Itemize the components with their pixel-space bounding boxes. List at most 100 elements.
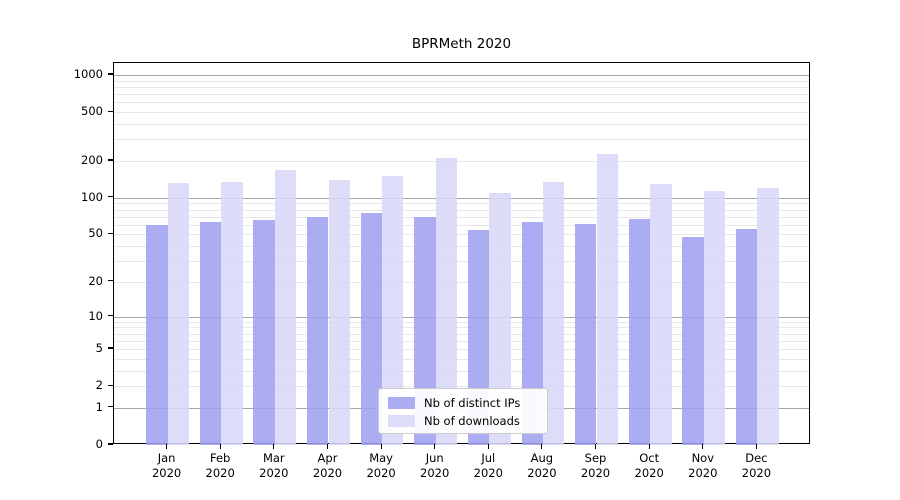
x-tick-month: Feb	[210, 451, 231, 465]
bar-downloads-feb	[221, 182, 243, 445]
x-tick-label: Jul 2020	[448, 451, 528, 481]
gridline-minor	[114, 333, 809, 335]
gridline-major	[114, 316, 809, 318]
gridline-minor	[114, 349, 809, 350]
legend-swatch-downloads	[388, 415, 415, 427]
y-tick-label: 10	[88, 308, 103, 323]
gridline-minor	[114, 161, 809, 162]
gridline-minor	[114, 102, 809, 104]
gridline-minor	[114, 386, 809, 388]
x-tick-year: 2020	[688, 466, 718, 480]
bar-distinct-ips-jun	[414, 216, 436, 445]
gridline-major	[114, 197, 809, 199]
legend-row: Nb of downloads	[388, 412, 538, 430]
x-tick-month: Jun	[425, 451, 444, 465]
gridline-minor	[114, 94, 809, 96]
bar-downloads-nov	[703, 190, 726, 445]
y-tick-label: 20	[88, 273, 103, 288]
bar-downloads-oct	[650, 183, 672, 445]
bar-downloads-jul	[489, 193, 511, 445]
y-tick-mark	[108, 315, 113, 317]
x-tick-label: Mar 2020	[234, 451, 314, 481]
bar-distinct-ips-feb	[199, 222, 222, 445]
x-tick-label: Aug 2020	[502, 451, 582, 481]
gridline-minor	[114, 261, 809, 263]
bar-downloads-may	[382, 176, 404, 445]
bar-downloads-jan	[167, 183, 189, 445]
x-tick-year: 2020	[151, 466, 182, 480]
x-tick-mark	[487, 444, 489, 449]
y-tick-mark	[108, 406, 113, 408]
legend-swatch-distinct-ips	[388, 397, 415, 409]
x-tick-year: 2020	[205, 466, 235, 480]
x-tick-mark	[702, 444, 704, 449]
x-tick-month: Oct	[639, 451, 660, 465]
bar-distinct-ips-mar	[253, 219, 275, 445]
bar-downloads-dec	[757, 188, 779, 445]
bar-distinct-ips-sep	[575, 224, 597, 445]
legend: Nb of distinct IPs Nb of downloads	[378, 388, 548, 434]
gridline-minor	[114, 112, 809, 114]
gridline-minor	[114, 86, 809, 88]
x-tick-label: Nov 2020	[663, 451, 743, 481]
y-tick-mark	[108, 159, 113, 161]
gridline-minor	[114, 358, 809, 360]
x-tick-mark	[380, 444, 382, 449]
x-tick-month: May	[369, 451, 393, 465]
gridline-minor	[114, 216, 809, 218]
x-tick-label: Jan 2020	[127, 451, 207, 481]
gridline-minor	[114, 340, 809, 342]
y-tick-label: 50	[88, 226, 103, 241]
gridline-minor	[114, 234, 809, 236]
x-tick-mark	[648, 444, 650, 449]
x-tick-month: Jan	[157, 451, 176, 465]
x-tick-month: Nov	[691, 451, 715, 465]
x-tick-month: Sep	[584, 451, 607, 465]
x-tick-label: Jun 2020	[395, 451, 475, 481]
legend-label: Nb of distinct IPs	[424, 396, 521, 410]
x-tick-month: Jul	[481, 451, 496, 465]
x-tick-month: Mar	[262, 451, 285, 465]
y-tick-mark	[108, 384, 113, 386]
x-tick-year: 2020	[420, 466, 450, 480]
gridline-minor	[114, 321, 809, 323]
bar-downloads-apr	[328, 179, 350, 445]
x-tick-mark	[273, 444, 275, 449]
bar-distinct-ips-oct	[628, 219, 651, 445]
x-tick-year: 2020	[634, 466, 664, 480]
y-tick-label: 200	[81, 153, 103, 167]
x-tick-mark	[166, 444, 168, 449]
gridline-minor	[114, 203, 809, 205]
x-tick-label: Dec 2020	[716, 451, 796, 481]
x-tick-year: 2020	[312, 466, 343, 480]
x-tick-month: Dec	[745, 451, 768, 465]
bar-distinct-ips-jan	[146, 224, 168, 445]
y-tick-mark	[108, 443, 113, 445]
gridline-minor	[114, 246, 809, 248]
x-tick-mark	[541, 444, 543, 449]
bar-downloads-sep	[596, 154, 618, 445]
gridline-minor	[114, 370, 809, 372]
x-tick-label: Oct 2020	[609, 451, 689, 481]
x-tick-label: Feb 2020	[180, 451, 260, 481]
y-tick-mark	[108, 232, 113, 234]
x-tick-mark	[219, 444, 221, 449]
gridline-minor	[114, 124, 809, 125]
gridline-minor	[114, 209, 809, 211]
gridline-minor	[114, 80, 809, 82]
bar-distinct-ips-apr	[307, 216, 329, 445]
x-tick-label: May 2020	[341, 451, 421, 481]
gridline-minor	[114, 224, 809, 226]
x-tick-label: Sep 2020	[556, 451, 636, 481]
gridline-minor	[114, 327, 809, 329]
x-tick-year: 2020	[527, 466, 557, 480]
x-tick-year: 2020	[473, 466, 503, 480]
bar-downloads-jun	[435, 157, 458, 445]
y-tick-label: 1	[95, 399, 103, 414]
legend-label: Nb of downloads	[424, 414, 520, 428]
x-tick-month: Aug	[530, 451, 554, 465]
y-tick-mark	[108, 110, 113, 112]
y-tick-mark	[108, 347, 113, 349]
y-tick-label: 2	[95, 378, 103, 393]
